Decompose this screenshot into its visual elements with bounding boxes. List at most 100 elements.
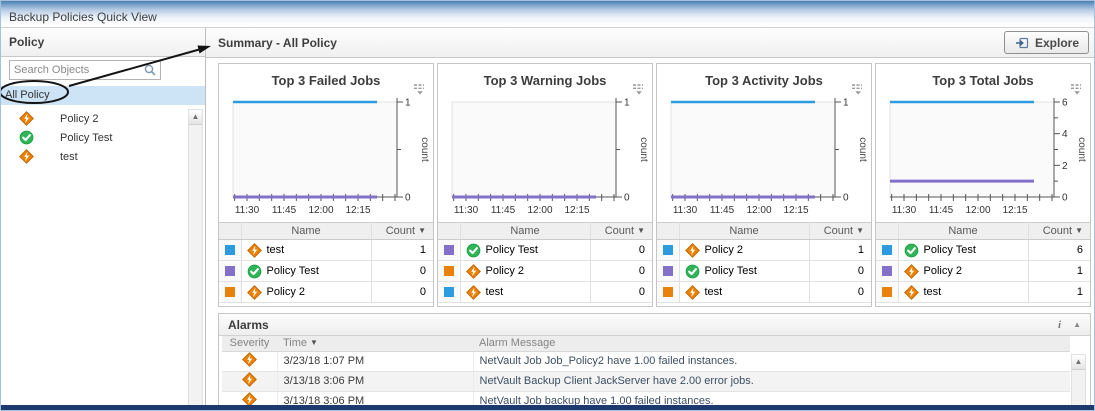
sidebar-item-all-policy[interactable]: All Policy [1,86,205,105]
alarm-row[interactable]: 3/13/18 3:06 PM NetVault Backup Client J… [222,371,1070,392]
table-row[interactable]: Policy Test 6 [876,239,1090,261]
svg-text:12:00: 12:00 [965,205,990,216]
warning-status-icon [685,242,701,258]
severity-column-header[interactable]: Severity [222,336,277,352]
name-column-header[interactable]: Name [898,222,1028,240]
search-icon[interactable] [142,62,158,78]
svg-text:12:15: 12:15 [345,205,370,216]
explore-icon [1014,35,1030,51]
svg-text:11:45: 11:45 [710,205,735,216]
table-row[interactable]: Policy 2 1 [876,260,1090,282]
table-row[interactable]: Policy 2 0 [219,281,433,303]
policy-name: Policy Test [266,264,319,277]
svg-text:1: 1 [624,98,630,109]
count-value: 1 [1027,260,1090,282]
alarms-title: Alarms [228,317,269,332]
policy-name: Policy 2 [704,243,744,256]
name-column-header[interactable]: Name [679,222,809,240]
sort-desc-icon: ▼ [1075,226,1083,235]
count-value: 0 [808,281,871,303]
chart-title: Top 3 Failed Jobs [271,73,381,88]
swatch-column-header [657,222,680,240]
table-row[interactable]: Policy Test 0 [219,260,433,282]
top3-table: Name Count ▼ test 1 [219,222,433,303]
svg-text:11:30: 11:30 [454,205,479,216]
table-row[interactable]: test 1 [876,281,1090,303]
search-input[interactable] [10,64,142,76]
name-column-header[interactable]: Name [460,222,590,240]
svg-text:6: 6 [1062,98,1068,109]
series-color-swatch [881,266,892,277]
summary-header: Summary - All Policy Explore [206,28,1094,58]
scroll-up-icon[interactable]: ▲ [1072,355,1085,370]
table-row[interactable]: Policy 2 1 [657,239,871,261]
count-value: 0 [589,281,652,303]
sidebar-item-policy-test[interactable]: Policy Test [1,128,205,147]
window-bottom-edge [1,405,1094,410]
table-row[interactable]: Policy 2 0 [438,260,652,282]
chart-options-icon[interactable] [413,83,426,95]
time-column-header[interactable]: Time ▼ [277,336,473,352]
sort-desc-icon: ▼ [856,226,864,235]
policy-sidebar: Policy All Policy Policy 2 Policy Test [1,28,206,410]
count-value: 0 [808,260,871,282]
table-row[interactable]: test 1 [219,239,433,261]
warning-status-icon [904,263,920,279]
collapse-icon[interactable]: ▲ [1073,320,1081,329]
series-color-swatch [662,287,673,298]
alarms-header-row: Severity Time ▼ Alarm Message [222,336,1070,352]
count-value: 0 [370,260,433,282]
swatch-column-header [438,222,461,240]
sidebar-scrollbar[interactable]: ▲ [188,109,203,407]
warning-status-icon [247,284,263,300]
table-row[interactable]: Policy Test 0 [657,260,871,282]
alarms-panel: Alarms i ▲ Severity Time ▼ Alarm Message [218,313,1091,410]
count-value: 0 [370,281,433,303]
info-icon[interactable]: i [1058,318,1062,331]
policy-name: Policy 2 [923,264,963,277]
svg-text:4: 4 [1062,129,1068,140]
table-row[interactable]: test 0 [657,281,871,303]
count-column-header[interactable]: Count ▼ [589,222,652,240]
count-column-header[interactable]: Count ▼ [808,222,871,240]
alarms-scrollbar[interactable]: ▲ [1071,354,1086,406]
alarms-table: Severity Time ▼ Alarm Message 3/23/18 1:0… [222,336,1070,410]
name-column-header[interactable]: Name [241,222,371,240]
alarm-row[interactable]: 3/23/18 1:07 PM NetVault Job Job_Policy2… [222,351,1070,372]
chart-options-icon[interactable] [851,83,864,95]
charts-row: Top 3 Failed Jobs 0 1 11:30 11:45 12:00 12:15… [218,63,1094,307]
alarm-message: NetVault Job Job_Policy2 have 1.00 faile… [473,351,1070,372]
sidebar-item-policy-2[interactable]: Policy 2 [1,109,205,128]
sort-desc-icon: ▼ [310,338,318,348]
svg-text:0: 0 [405,193,411,204]
count-column-header[interactable]: Count ▼ [370,222,433,240]
summary-main: Summary - All Policy Explore Top 3 Faile… [206,28,1094,410]
ok-status-icon [466,242,482,258]
table-header-row: Name Count ▼ [438,222,652,240]
svg-text:count: count [1076,137,1087,162]
policy-name: test [266,243,285,256]
chart-options-icon[interactable] [632,83,645,95]
chart-options-icon[interactable] [1070,83,1083,95]
series-color-swatch [881,287,892,298]
count-column-header[interactable]: Count ▼ [1027,222,1090,240]
count-value: 1 [808,239,871,261]
sidebar-item-test[interactable]: test [1,147,205,166]
scroll-up-icon[interactable]: ▲ [189,110,202,125]
warning-status-icon [466,284,482,300]
explore-button[interactable]: Explore [1003,31,1089,54]
alarm-time: 3/23/18 1:07 PM [277,351,474,372]
severity-warning-icon [241,352,257,368]
series-color-swatch [662,245,673,256]
policy-name: Policy 2 [485,264,525,277]
policy-label: Policy 2 [60,112,99,125]
message-column-header[interactable]: Alarm Message [473,336,1070,352]
chart-panel-failed-jobs: Top 3 Failed Jobs 0 1 11:30 11:45 12:00 12:15… [218,63,434,307]
svg-text:2: 2 [1062,161,1068,172]
chart-title: Top 3 Total Jobs [932,73,1034,88]
table-row[interactable]: test 0 [438,281,652,303]
top3-table: Name Count ▼ Policy Test 0 [438,222,652,303]
svg-text:11:45: 11:45 [491,205,516,216]
table-row[interactable]: Policy Test 0 [438,239,652,261]
